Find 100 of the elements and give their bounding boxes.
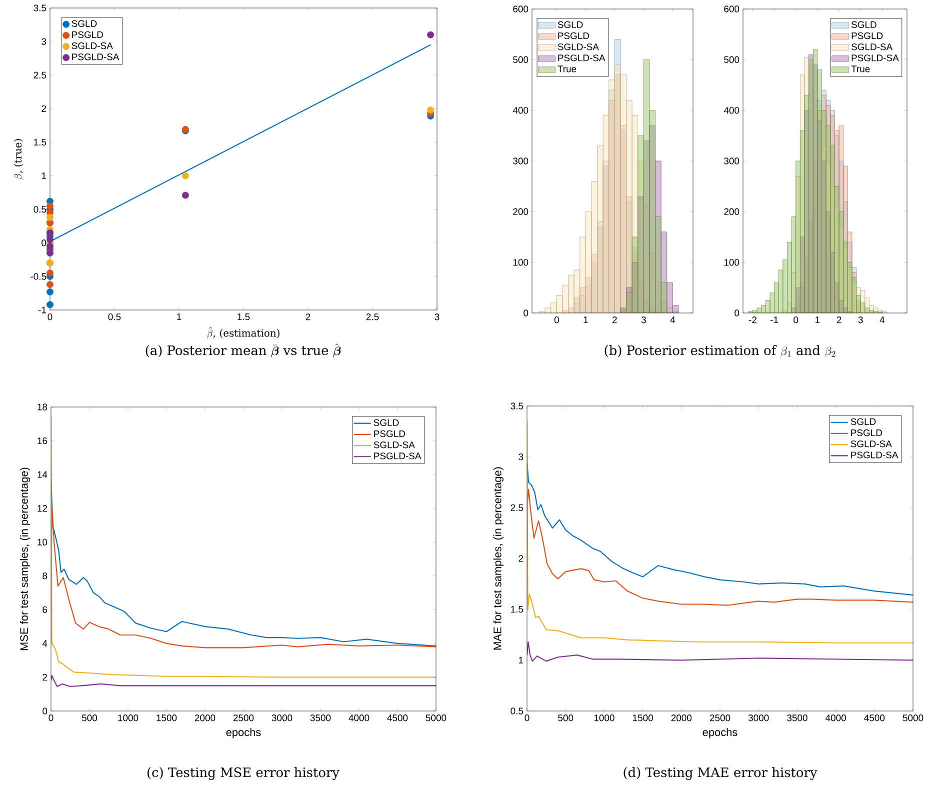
y-axis-title: MAE for test samples, (in percentage)	[493, 467, 504, 650]
x-tick-label: 1000	[594, 714, 614, 722]
x-tick-label: 0.5	[108, 314, 121, 320]
y-tick-label: 2	[518, 555, 524, 562]
legend-label: PSGLD-SA	[851, 452, 898, 458]
y-tick-label: 600	[724, 6, 740, 12]
legend-label: PSGLD-SA	[558, 54, 606, 62]
y-tick-label: 10	[38, 538, 48, 546]
y-tick-label: 2	[42, 105, 46, 112]
x-tick-label: 500	[82, 714, 98, 722]
y-tick-label: 0	[42, 240, 46, 246]
x-axis-title: $\hat{\beta}\text{, (estimation)}$	[207, 327, 280, 339]
x-tick-label: 1500	[156, 714, 177, 722]
x-tick-label: 0	[554, 316, 559, 324]
x-axis-title: epochs	[226, 728, 261, 738]
y-tick-label: 600	[513, 6, 528, 12]
y-tick-label: 500	[724, 56, 740, 64]
x-tick-label: 3000	[272, 714, 292, 722]
x-tick-label: 2500	[710, 714, 730, 722]
y-tick-label: 3.5	[34, 4, 46, 12]
y-tick-label: 400	[512, 106, 528, 114]
x-tick-label: 5000	[902, 714, 924, 722]
x-tick-label: 2000	[671, 714, 692, 722]
y-tick-label: 18	[38, 404, 48, 410]
y-tick-label: 100	[724, 258, 740, 266]
x-tick-label: -1	[770, 316, 778, 324]
x-tick-label: 1500	[633, 714, 653, 722]
x-tick-label: 2500	[233, 714, 254, 722]
x-tick-label: 1000	[118, 714, 138, 722]
y-axis-title: MSE for test samples, (in percentage)	[20, 468, 30, 650]
x-tick-label: 1	[816, 316, 820, 324]
x-tick-label: 2000	[194, 714, 216, 722]
x-tick-label: 1	[584, 316, 588, 324]
x-tick-label: 4	[880, 316, 885, 324]
x-tick-label: 0	[48, 714, 54, 722]
x-tick-label: 2	[612, 316, 617, 324]
legend-label: SGLD-SA	[850, 440, 892, 448]
x-tick-label: 3	[641, 316, 646, 324]
legend-label: SGLD	[558, 21, 583, 28]
legend-label: SGLD-SA	[374, 441, 415, 448]
text: (d) Testing MAE error history	[624, 767, 818, 780]
x-tick-label: 4500	[864, 714, 885, 722]
legend-label: PSGLD	[558, 32, 590, 40]
y-tick-label: 2.5	[34, 72, 46, 78]
y-tick-label: 3.5	[510, 402, 524, 410]
y-tick-label: 300	[724, 158, 740, 164]
y-tick-label: 400	[724, 106, 740, 114]
y-tick-label: 0.5	[34, 206, 46, 213]
legend-label: PSGLD	[374, 430, 406, 438]
y-tick-label: 1.5	[34, 138, 46, 146]
legend-label: PSGLD-SA	[374, 452, 422, 460]
x-tick-label: 3500	[787, 714, 808, 722]
legend-label: SGLD-SA	[558, 43, 599, 50]
x-tick-label: 2.5	[366, 314, 379, 320]
x-tick-label: 3	[858, 316, 863, 324]
x-tick-label: 4	[670, 316, 676, 324]
x-tick-label: 4500	[387, 714, 408, 722]
legend-label: SGLD-SA	[851, 43, 893, 50]
legend-label: PSGLD	[72, 31, 104, 38]
legend-label: SGLD	[851, 21, 876, 28]
y-tick-label: 4	[42, 640, 48, 647]
x-axis-title: epochs	[702, 728, 738, 738]
legend-label: PSGLD-SA	[852, 54, 899, 62]
x-tick-label: 0	[794, 316, 798, 324]
x-tick-label: 3	[434, 314, 440, 320]
legend-label: True	[558, 66, 576, 72]
legend-label: SGLD	[850, 418, 876, 426]
text: $\text{(a) Posterior mean }\bar{\boldsymbol{\beta}}\text{ vs true }\hat{\boldsymbol{\beta}}$	[146, 344, 341, 358]
x-tick-label: 500	[558, 714, 574, 722]
legend-label: True	[851, 66, 870, 72]
x-tick-label: 4000	[826, 714, 846, 722]
y-tick-label: 500	[513, 56, 528, 64]
legend-label: PSGLD	[851, 429, 882, 436]
y-tick-label: -0.5	[30, 273, 46, 280]
y-tick-label: 3	[518, 453, 524, 460]
y-tick-label: 1	[518, 656, 524, 664]
y-tick-label: 14	[38, 471, 48, 478]
y-tick-label: 0.5	[510, 708, 524, 714]
x-tick-label: 5000	[426, 714, 446, 722]
x-tick-label: 3000	[748, 714, 769, 722]
x-tick-label: 1.5	[238, 314, 250, 320]
x-tick-label: 2	[836, 316, 842, 324]
y-tick-label: -1	[38, 306, 46, 314]
y-tick-label: 1	[42, 172, 46, 180]
y-tick-label: 2.5	[510, 504, 524, 512]
x-tick-label: 0	[48, 314, 52, 320]
legend-label: PSGLD-SA	[72, 54, 120, 60]
y-tick-label: 12	[38, 505, 48, 512]
y-tick-label: 300	[513, 158, 528, 164]
x-tick-label: 4000	[348, 714, 370, 722]
y-tick-label: 3	[42, 38, 46, 45]
y-tick-label: 2	[42, 674, 48, 681]
legend-label: SGLD	[374, 419, 399, 426]
x-tick-label: 2	[306, 314, 310, 320]
y-tick-label: 8	[42, 572, 48, 580]
y-tick-label: 6	[42, 606, 48, 614]
x-tick-label: 3500	[310, 714, 331, 722]
y-tick-label: 1.5	[511, 606, 524, 613]
y-axis-title: $\beta\text{, (true)}$	[14, 139, 24, 180]
y-tick-label: 16	[38, 437, 48, 444]
